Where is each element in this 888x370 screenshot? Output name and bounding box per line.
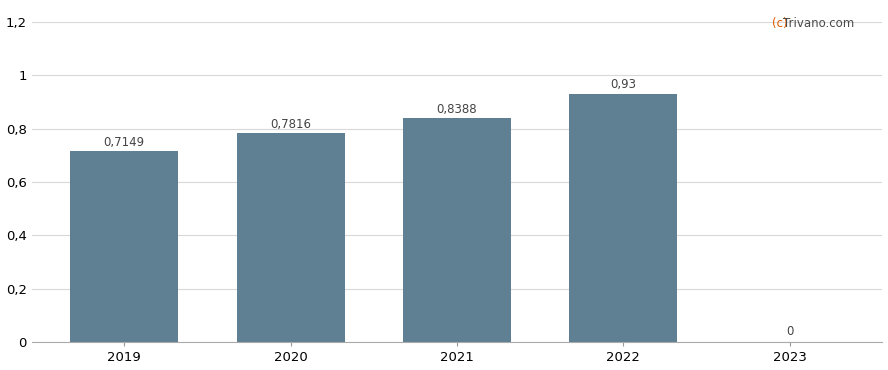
Bar <box>70 151 178 342</box>
Text: (c): (c) <box>772 17 791 30</box>
Text: 0,7816: 0,7816 <box>270 118 311 131</box>
Text: 0,8388: 0,8388 <box>437 102 478 115</box>
Bar <box>236 134 345 342</box>
Bar <box>569 94 678 342</box>
Bar <box>403 118 511 342</box>
Text: 0: 0 <box>786 324 793 337</box>
Text: 0,7149: 0,7149 <box>104 136 145 149</box>
Text: 0,93: 0,93 <box>610 78 637 91</box>
Text: Trivano.com: Trivano.com <box>783 17 854 30</box>
